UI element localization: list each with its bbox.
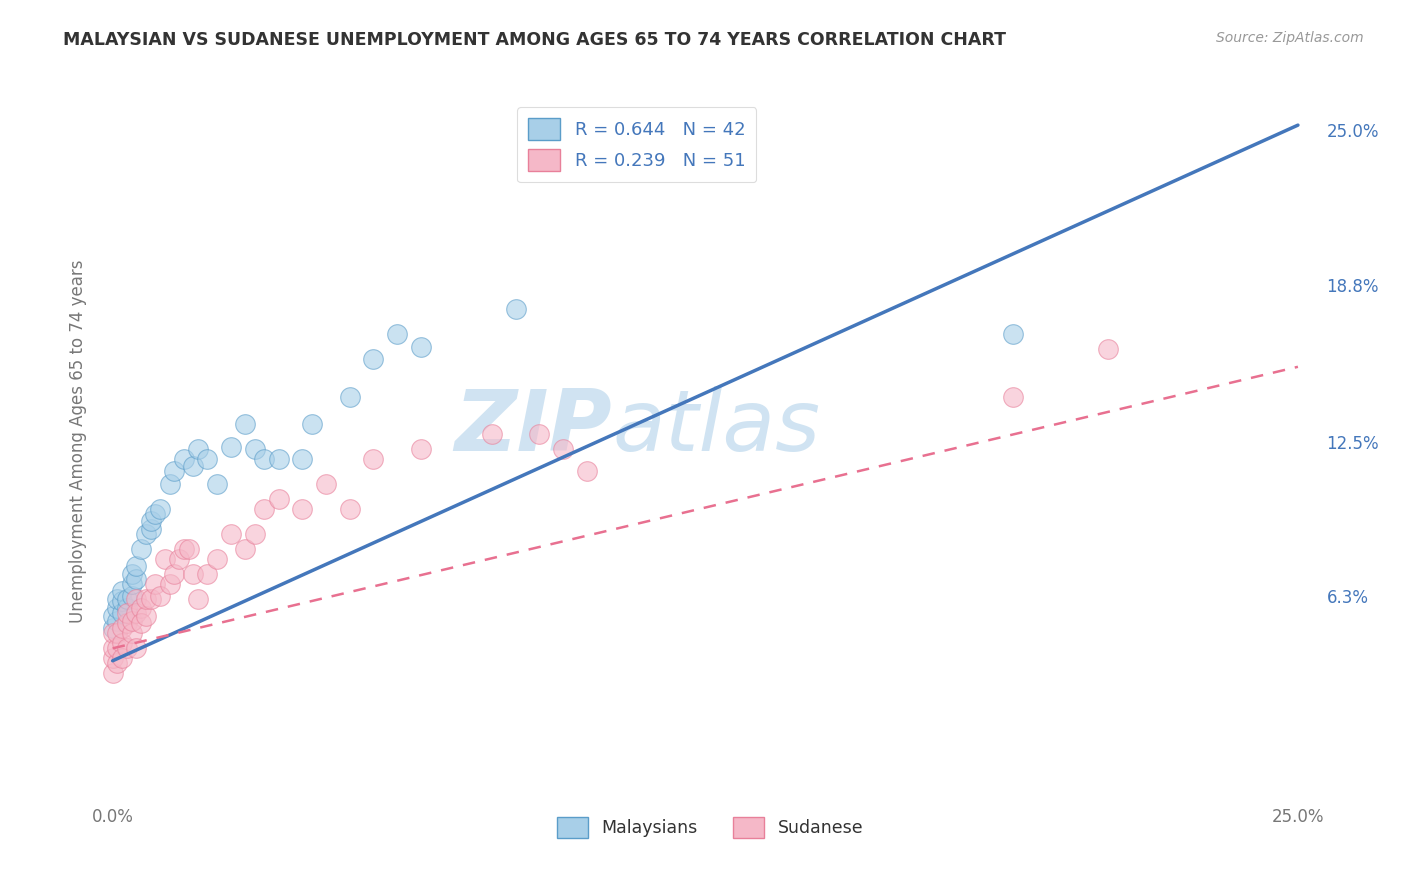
Point: [181, 459, 204, 474]
Point: [363, 352, 385, 367]
Point: [143, 507, 166, 521]
Point: [111, 651, 134, 665]
Text: ZIP: ZIP: [454, 385, 612, 468]
Point: [243, 442, 266, 456]
Point: [315, 476, 337, 491]
Point: [139, 514, 162, 528]
Point: [111, 636, 134, 650]
Point: [235, 541, 257, 556]
Point: [205, 476, 228, 491]
Point: [111, 621, 134, 635]
Point: [101, 641, 124, 656]
Point: [339, 390, 361, 404]
Point: [129, 541, 152, 556]
Point: [219, 440, 242, 454]
Text: MALAYSIAN VS SUDANESE UNEMPLOYMENT AMONG AGES 65 TO 74 YEARS CORRELATION CHART: MALAYSIAN VS SUDANESE UNEMPLOYMENT AMONG…: [63, 31, 1007, 49]
Point: [101, 651, 124, 665]
Point: [235, 417, 257, 431]
Point: [301, 417, 323, 431]
Point: [291, 501, 314, 516]
Point: [173, 541, 195, 556]
Point: [111, 594, 134, 608]
Point: [121, 576, 143, 591]
Point: [125, 591, 148, 606]
Point: [409, 340, 432, 354]
Point: [101, 626, 124, 640]
Point: [153, 551, 176, 566]
Point: [115, 607, 138, 621]
Point: [575, 465, 598, 479]
Point: [115, 616, 138, 631]
Point: [173, 452, 195, 467]
Point: [159, 576, 181, 591]
Point: [139, 591, 162, 606]
Point: [125, 607, 148, 621]
Point: [135, 609, 157, 624]
Point: [129, 601, 152, 615]
Text: atlas: atlas: [612, 385, 820, 468]
Point: [1002, 327, 1025, 342]
Point: [159, 476, 181, 491]
Point: [197, 452, 219, 467]
Text: Source: ZipAtlas.com: Source: ZipAtlas.com: [1216, 31, 1364, 45]
Point: [125, 572, 148, 586]
Point: [505, 302, 527, 317]
Point: [551, 442, 574, 456]
Point: [177, 541, 200, 556]
Point: [105, 626, 128, 640]
Point: [163, 465, 186, 479]
Point: [111, 584, 134, 599]
Point: [143, 576, 166, 591]
Point: [105, 657, 128, 671]
Point: [187, 442, 209, 456]
Point: [1002, 390, 1025, 404]
Point: [149, 589, 172, 603]
Point: [139, 522, 162, 536]
Point: [115, 641, 138, 656]
Point: [267, 452, 290, 467]
Point: [197, 566, 219, 581]
Point: [339, 501, 361, 516]
Point: [105, 641, 128, 656]
Point: [253, 452, 276, 467]
Point: [363, 452, 385, 467]
Point: [267, 491, 290, 506]
Point: [135, 591, 157, 606]
Point: [129, 616, 152, 631]
Point: [163, 566, 186, 581]
Point: [149, 501, 172, 516]
Point: [409, 442, 432, 456]
Point: [205, 551, 228, 566]
Point: [187, 591, 209, 606]
Point: [111, 607, 134, 621]
Point: [121, 589, 143, 603]
Point: [135, 526, 157, 541]
Y-axis label: Unemployment Among Ages 65 to 74 years: Unemployment Among Ages 65 to 74 years: [69, 260, 87, 624]
Point: [481, 427, 503, 442]
Point: [219, 526, 242, 541]
Point: [105, 591, 128, 606]
Point: [121, 566, 143, 581]
Point: [1097, 343, 1119, 357]
Point: [125, 559, 148, 574]
Point: [121, 626, 143, 640]
Legend: Malaysians, Sudanese: Malaysians, Sudanese: [550, 810, 870, 845]
Point: [167, 551, 190, 566]
Point: [115, 601, 138, 615]
Point: [385, 327, 408, 342]
Point: [105, 614, 128, 628]
Point: [101, 609, 124, 624]
Point: [529, 427, 551, 442]
Point: [253, 501, 276, 516]
Point: [105, 601, 128, 615]
Point: [181, 566, 204, 581]
Point: [121, 614, 143, 628]
Point: [291, 452, 314, 467]
Point: [115, 591, 138, 606]
Point: [101, 621, 124, 635]
Point: [243, 526, 266, 541]
Point: [101, 666, 124, 681]
Point: [125, 641, 148, 656]
